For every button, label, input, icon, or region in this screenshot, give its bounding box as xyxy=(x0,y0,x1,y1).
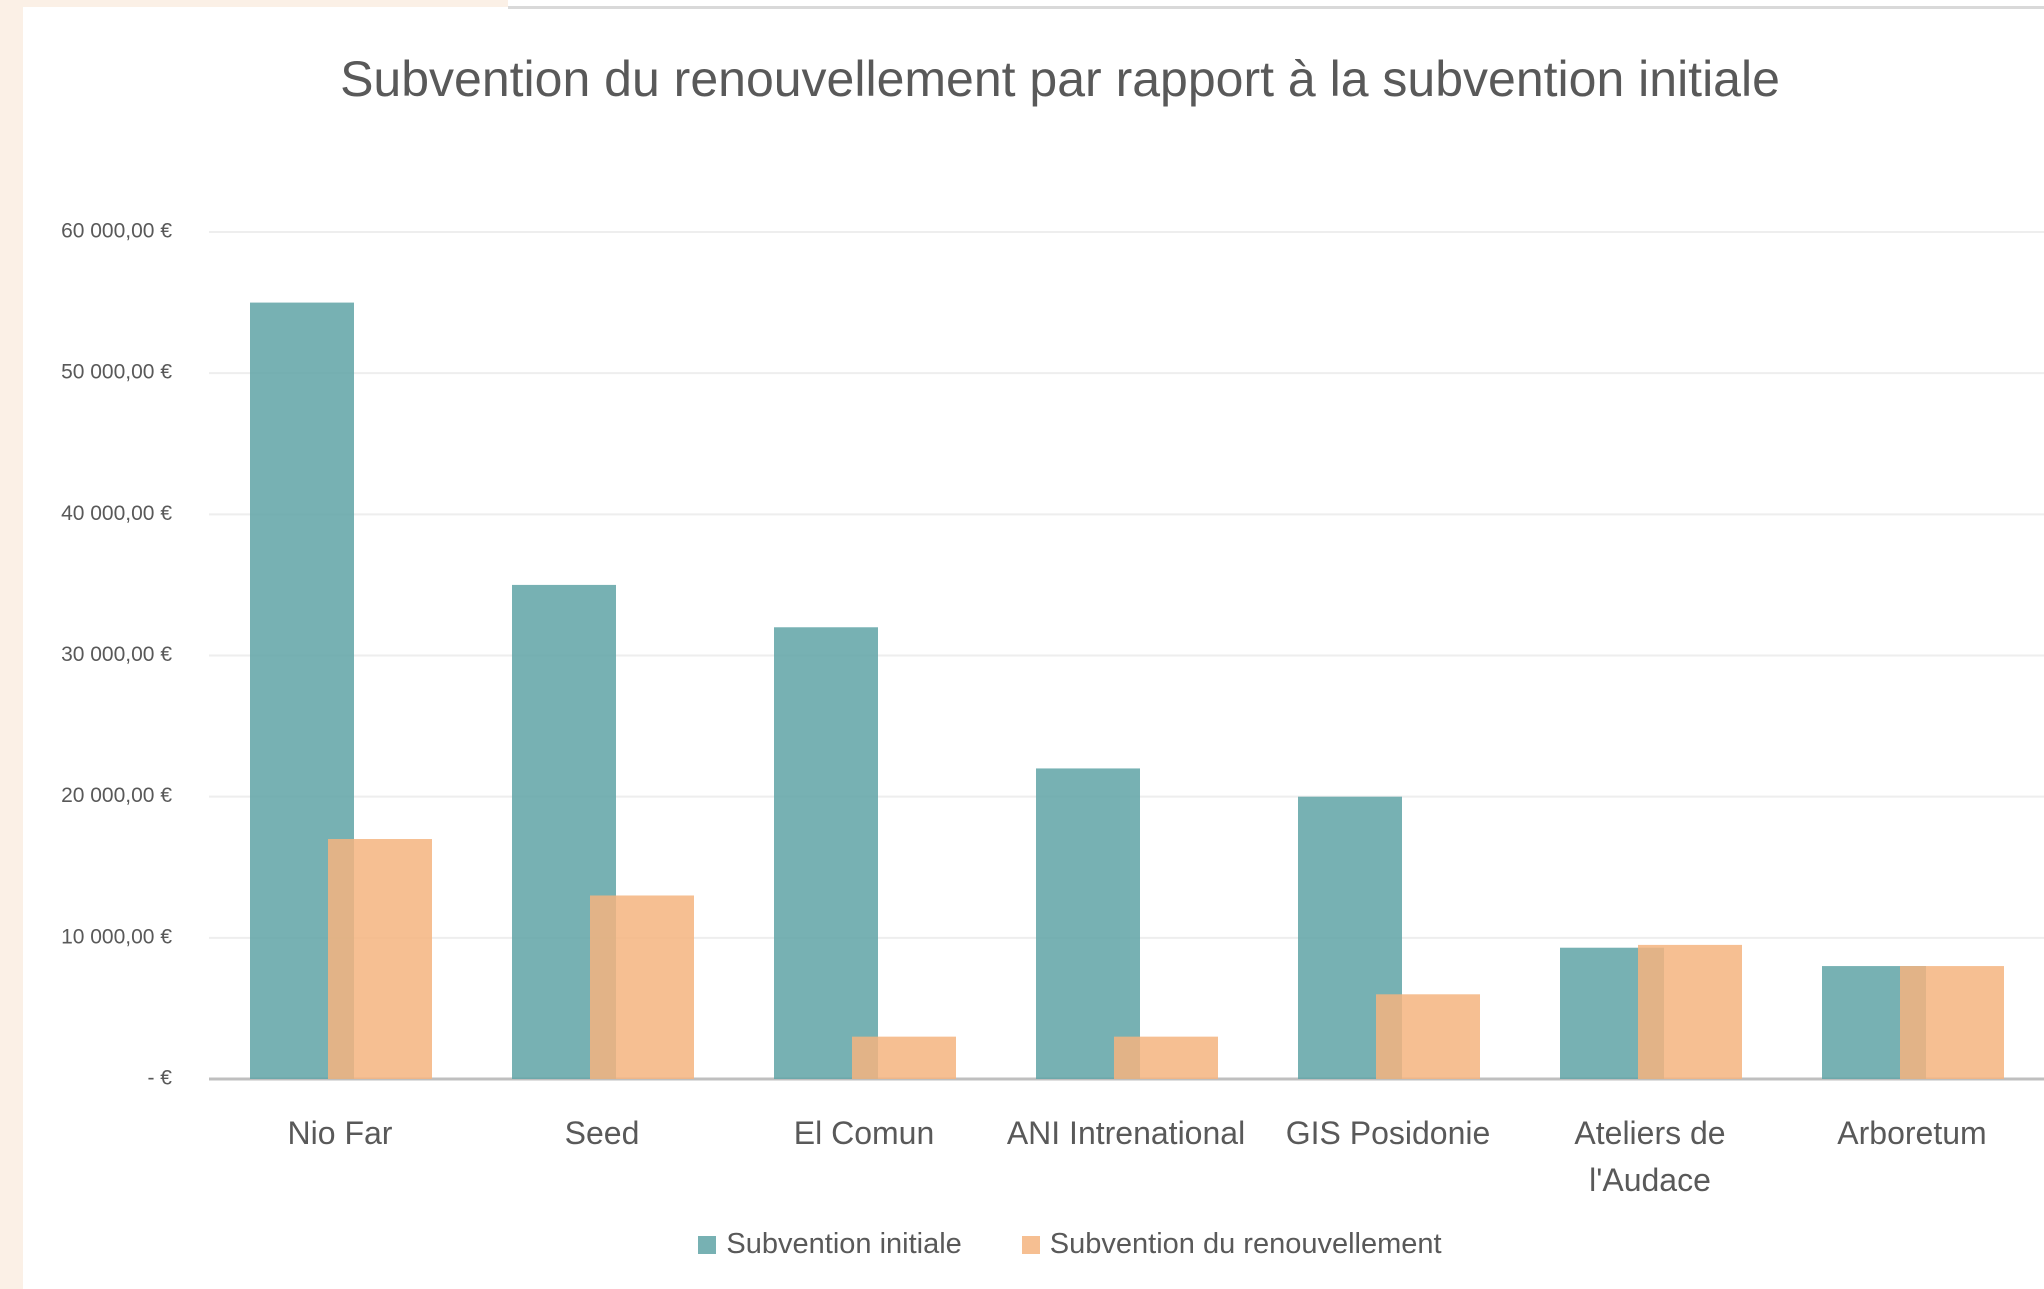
x-tick-label: Seed xyxy=(564,1115,640,1151)
bar xyxy=(1376,994,1480,1079)
bar xyxy=(1900,966,2004,1079)
legend-label: Subvention initiale xyxy=(726,1228,962,1260)
bar xyxy=(774,627,878,1079)
chart-title: Subvention du renouvellement par rapport… xyxy=(340,51,1780,107)
bar xyxy=(1114,1036,1218,1079)
x-tick-label: Ateliers de l'Audace xyxy=(1574,1115,1726,1198)
bar xyxy=(1638,944,1742,1079)
y-tick-label: 60 000,00 € xyxy=(61,220,172,243)
bar xyxy=(1036,768,1140,1079)
legend-label: Subvention du renouvellement xyxy=(1049,1228,1442,1260)
y-tick-label: 40 000,00 € xyxy=(61,502,172,525)
x-tick-label: ANI Intrenational xyxy=(1006,1115,1246,1151)
bar xyxy=(852,1036,956,1079)
side-strip xyxy=(0,0,23,1289)
x-tick-label: Arboretum xyxy=(1837,1115,1987,1151)
x-tick-label: Nio Far xyxy=(287,1115,393,1151)
top-strip xyxy=(0,0,508,7)
legend-item: Subvention du renouvellement xyxy=(1021,1228,1442,1261)
y-tick-label: 10 000,00 € xyxy=(61,925,172,948)
legend-swatch xyxy=(1021,1235,1040,1254)
y-tick-label: 50 000,00 € xyxy=(61,361,172,384)
bar xyxy=(590,895,694,1079)
x-tick-label: El Comun xyxy=(793,1115,935,1151)
x-tick-label: GIS Posidonie xyxy=(1285,1115,1491,1151)
top-border xyxy=(508,6,2044,9)
y-tick-label: - € xyxy=(147,1067,172,1090)
bar xyxy=(328,839,432,1079)
legend: Subvention initiale Subvention du renouve… xyxy=(0,1228,2044,1261)
y-tick-label: 20 000,00 € xyxy=(61,784,172,807)
legend-swatch xyxy=(698,1235,717,1254)
y-tick-label: 30 000,00 € xyxy=(61,643,172,666)
legend-item: Subvention initiale xyxy=(698,1228,962,1261)
